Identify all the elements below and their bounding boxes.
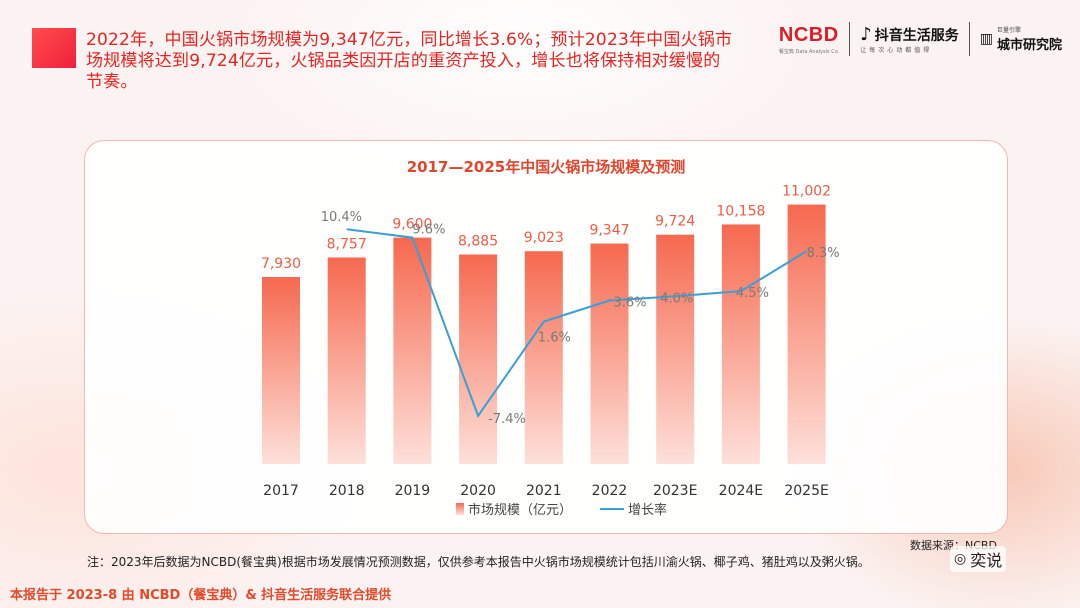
city-logo-text: 城市研究院 bbox=[996, 38, 1062, 53]
ncbd-logo-subtitle: 餐宝典 Data Analysis Co. bbox=[778, 48, 840, 55]
x-axis-label: 2017 bbox=[263, 483, 299, 499]
headline-text: 2022年，中国火锅市场规模为9,347亿元，同比增长3.6%；预计2023年中… bbox=[86, 30, 733, 92]
growth-rate-label: 4.5% bbox=[736, 286, 769, 301]
chart-canvas: 2017—2025年中国火锅市场规模及预测 7,930 8,757 9,600 8,8… bbox=[261, 158, 840, 518]
wechat-account-name: 奕说 bbox=[970, 551, 1003, 570]
ncbd-logo: NCBD 餐宝典 Data Analysis Co. bbox=[779, 24, 839, 55]
bar-2022 bbox=[590, 243, 629, 464]
x-axis-label: 2021 bbox=[526, 483, 562, 499]
bar-value-labels: 7,930 8,757 9,600 8,885 9,023 9,347 9,724 10,15… bbox=[261, 184, 831, 272]
bar-2017 bbox=[262, 276, 300, 464]
building-icon: ▥ bbox=[979, 31, 993, 47]
growth-rate-label: 9.6% bbox=[412, 223, 445, 238]
music-note-icon: ♪ bbox=[860, 24, 872, 45]
growth-rate-label: 10.4% bbox=[321, 210, 362, 225]
bar-value-label: 9,347 bbox=[589, 223, 629, 239]
bar-2018 bbox=[327, 257, 366, 464]
chart-footnote: 注：2023年后数据为NCBD(餐宝典)根据市场发展情况预测数据，仅供参考本报告… bbox=[87, 555, 870, 569]
legend-bar-swatch bbox=[456, 503, 464, 515]
x-axis-labels: 2017 2018 2019 2020 2021 2022 2023E 2024E 2025E bbox=[263, 483, 829, 499]
wechat-watermark: ◎ 奕说 bbox=[950, 546, 1007, 572]
logo-bar: NCBD 餐宝典 Data Analysis Co. ♪ 抖音生活服务 让每次心… bbox=[779, 22, 1062, 56]
bar-2020 bbox=[459, 254, 498, 464]
bar-value-label: 8,757 bbox=[327, 236, 367, 252]
bar-value-label: 8,885 bbox=[458, 233, 498, 249]
growth-rate-label: 4.0% bbox=[660, 291, 693, 306]
bar-value-label: 7,930 bbox=[261, 256, 301, 272]
bar-2023E bbox=[656, 234, 695, 464]
bar-2021 bbox=[524, 251, 563, 464]
chart-title: 2017—2025年中国火锅市场规模及预测 bbox=[407, 158, 686, 176]
growth-rate-label: 8.3% bbox=[807, 246, 840, 261]
douyin-logo-subtitle: 让每次心动都值得 bbox=[860, 47, 933, 54]
growth-rate-labels: 10.4% 9.6% -7.4% 1.6% 3.6% 4.0% 4.5% 8.3% bbox=[321, 210, 840, 427]
x-axis-label: 2025E bbox=[784, 483, 828, 499]
city-institute-logo: ▥ 巨量引擎 城市研究院 bbox=[980, 25, 1062, 53]
x-axis-label: 2018 bbox=[329, 483, 365, 499]
logo-divider bbox=[968, 22, 970, 56]
chart-legend: 市场规模（亿元） 增长率 bbox=[456, 502, 667, 518]
douyin-logo-text: 抖音生活服务 bbox=[874, 27, 959, 44]
growth-rate-label: 3.6% bbox=[614, 295, 647, 310]
chart-card: 2017—2025年中国火锅市场规模及预测 7,930 8,757 9,600 8,8… bbox=[84, 140, 1008, 534]
ncbd-logo-text: NCBD bbox=[778, 23, 839, 46]
wechat-icon: ◎ bbox=[954, 551, 967, 567]
growth-rate-label: -7.4% bbox=[488, 412, 526, 427]
logo-divider bbox=[849, 22, 851, 56]
bar-value-label: 10,158 bbox=[716, 203, 765, 219]
report-credit: 本报告于 2023-8 由 NCBD（餐宝典）& 抖音生活服务联合提供 bbox=[10, 588, 392, 603]
bar-value-label: 9,600 bbox=[392, 217, 432, 233]
x-axis-label: 2020 bbox=[460, 483, 496, 499]
bar-value-label: 11,002 bbox=[782, 184, 831, 200]
bar-2025E bbox=[787, 204, 826, 464]
bar-2024E bbox=[721, 224, 760, 464]
bar-series bbox=[262, 204, 826, 464]
growth-rate-line bbox=[346, 228, 808, 418]
x-axis-label: 2019 bbox=[395, 483, 431, 499]
bar-value-label: 9,724 bbox=[655, 214, 695, 230]
bar-2019 bbox=[393, 237, 432, 464]
x-axis-label: 2023E bbox=[653, 483, 697, 499]
x-axis-label: 2022 bbox=[592, 483, 628, 499]
legend-line-label: 增长率 bbox=[628, 502, 667, 518]
bar-value-label: 9,023 bbox=[524, 230, 564, 246]
x-axis-label: 2024E bbox=[719, 483, 763, 499]
city-logo-small-text: 巨量引擎 bbox=[996, 27, 1021, 34]
accent-square bbox=[32, 28, 76, 68]
legend-bar-label: 市场规模（亿元） bbox=[468, 502, 572, 518]
growth-rate-label: 1.6% bbox=[538, 330, 571, 345]
douyin-logo: ♪ 抖音生活服务 让每次心动都值得 bbox=[860, 24, 959, 54]
